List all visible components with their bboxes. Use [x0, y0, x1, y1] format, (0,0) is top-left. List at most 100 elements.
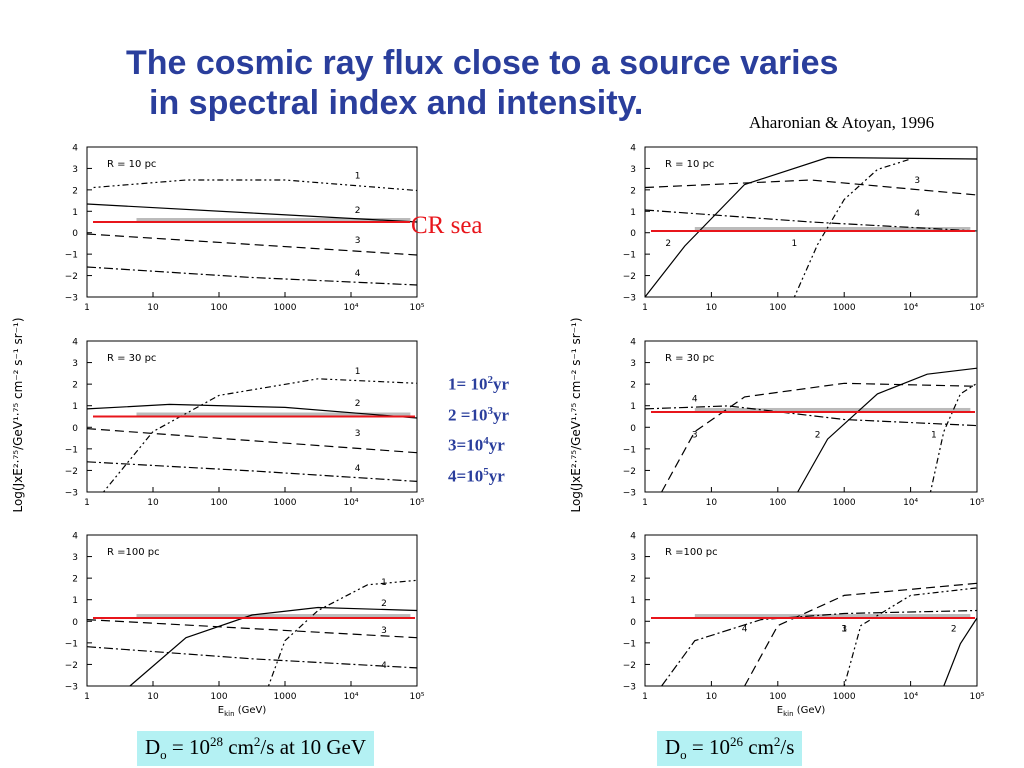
y-tick-label: 3: [630, 165, 636, 175]
x-tick-label: 10⁴: [903, 692, 918, 702]
y-tick-label: 1: [630, 402, 636, 412]
x-tick-label: 10⁵: [409, 692, 424, 702]
curve-label: 4: [355, 269, 361, 279]
x-tick-label: 1000: [274, 303, 297, 313]
x-tick-label: 1: [642, 303, 648, 313]
x-axis-label: Ekin (GeV): [777, 705, 826, 718]
curve-label: 2: [355, 399, 361, 409]
cr-sea-band: [136, 614, 411, 619]
curve-label: 3: [692, 431, 698, 441]
y-tick-label: 0: [72, 618, 78, 628]
y-tick-label: 4: [72, 338, 78, 348]
age-legend: 1= 102yr 2 =103yr 3=104yr 4=105yr: [448, 367, 509, 490]
y-tick-label: −3: [65, 294, 78, 304]
curve-1: [929, 382, 978, 493]
y-tick-label: 0: [630, 229, 636, 239]
curve-label: 1: [355, 367, 361, 377]
curve-2: [129, 606, 418, 687]
y-tick-label: 2: [630, 381, 636, 391]
x-tick-label: 10: [706, 498, 718, 508]
curve-label: 1: [355, 172, 361, 182]
x-axis-label: Ekin (GeV): [218, 705, 267, 718]
curve-label: 3: [355, 236, 361, 246]
y-tick-label: 1: [72, 208, 78, 218]
x-tick-label: 10⁴: [343, 498, 358, 508]
curve-4: [661, 609, 978, 687]
y-tick-label: 0: [72, 229, 78, 239]
x-tick-label: 1: [642, 692, 648, 702]
x-tick-label: 1000: [274, 692, 297, 702]
curve-2: [943, 617, 978, 687]
panel-radius-label: R =100 pc: [665, 547, 718, 558]
y-tick-label: 0: [72, 424, 78, 434]
curve-4: [644, 209, 978, 232]
x-tick-label: 10⁴: [903, 498, 918, 508]
x-tick-label: 10⁴: [903, 303, 918, 313]
curve-label: 2: [665, 239, 671, 249]
y-tick-label: −2: [623, 467, 636, 477]
curve-1: [843, 587, 978, 687]
curve-label: 1: [931, 431, 937, 441]
y-tick-label: 2: [72, 381, 78, 391]
y-tick-label: 4: [630, 532, 636, 542]
cr-sea-band: [694, 407, 971, 412]
y-tick-label: −2: [623, 272, 636, 282]
curve-label: 4: [742, 625, 748, 635]
x-tick-label: 10⁵: [969, 303, 984, 313]
x-tick-label: 10⁵: [969, 498, 984, 508]
x-tick-label: 10⁴: [343, 692, 358, 702]
x-tick-label: 10: [706, 692, 718, 702]
x-tick-label: 10⁵: [409, 303, 424, 313]
x-tick-label: 1000: [833, 692, 856, 702]
slide-title-line-2: in spectral index and intensity.: [149, 84, 644, 122]
curve-label: 1: [792, 239, 798, 249]
curve-3: [644, 179, 978, 196]
x-tick-label: 10: [147, 303, 159, 313]
y-tick-label: −1: [65, 639, 78, 649]
x-tick-label: 100: [210, 692, 227, 702]
y-tick-label: 2: [630, 186, 636, 196]
curve-2: [797, 367, 978, 493]
curve-4: [86, 461, 418, 482]
curve-label: 3: [914, 176, 920, 186]
y-tick-label: −3: [623, 683, 636, 693]
y-tick-label: −3: [623, 294, 636, 304]
y-tick-label: 4: [630, 144, 636, 154]
legend-item-4: 4=105yr: [448, 465, 505, 486]
curve-1: [267, 579, 418, 687]
x-tick-label: 1: [84, 498, 90, 508]
curve-1: [93, 179, 418, 192]
curve-3: [744, 582, 978, 687]
x-tick-label: 100: [210, 303, 227, 313]
cr-sea-band: [136, 412, 411, 417]
panel-radius-label: R = 30 pc: [665, 353, 714, 364]
y-tick-label: 1: [72, 596, 78, 606]
cr-sea-label: CR sea: [411, 212, 483, 239]
cr-sea-band: [694, 614, 971, 619]
y-tick-label: −2: [65, 467, 78, 477]
y-tick-label: 3: [630, 359, 636, 369]
curve-2: [86, 203, 418, 223]
x-tick-label: 1: [84, 692, 90, 702]
curve-label: 1: [381, 578, 387, 588]
y-tick-label: 0: [630, 424, 636, 434]
y-tick-label: −3: [623, 489, 636, 499]
y-axis-label: Log(JxE²·⁷⁵/GeV¹·⁷⁵ cm⁻² s⁻¹ sr⁻¹): [569, 317, 583, 512]
panel-frame: [86, 340, 418, 493]
citation: Aharonian & Atoyan, 1996: [749, 113, 935, 132]
curve-label: 4: [381, 661, 387, 671]
y-tick-label: −1: [623, 639, 636, 649]
panel-radius-label: R = 10 pc: [665, 159, 714, 170]
cr-sea-band: [694, 227, 971, 231]
legend-item-3: 3=104yr: [448, 435, 505, 455]
diffusion-coefficient-left-box: Do = 1028 cm2/s at 10 GeV: [137, 731, 374, 767]
curve-2: [86, 403, 418, 419]
curve-label: 3: [841, 625, 847, 635]
x-tick-label: 100: [769, 303, 786, 313]
panel-radius-label: R = 30 pc: [107, 353, 156, 364]
y-tick-label: −1: [623, 445, 636, 455]
curve-3: [86, 619, 418, 639]
x-tick-label: 100: [769, 498, 786, 508]
x-tick-label: 10: [147, 692, 159, 702]
